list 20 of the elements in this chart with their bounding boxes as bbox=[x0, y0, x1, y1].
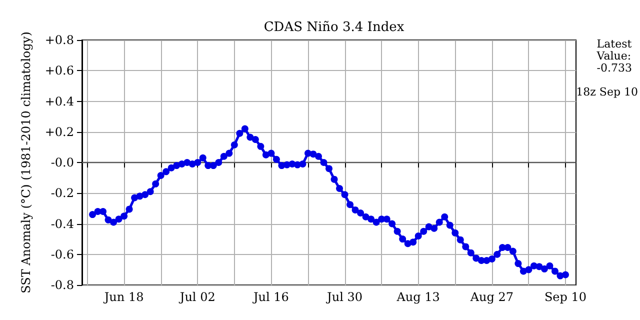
x-tick-label: Sep 10 bbox=[544, 290, 587, 304]
y-tick-label: -0.6 bbox=[50, 247, 74, 262]
y-tick-label: +0.6 bbox=[44, 64, 74, 78]
x-tick-label: Aug 13 bbox=[396, 290, 440, 304]
x-tick-label: Jun 18 bbox=[102, 290, 144, 304]
x-tick-label: Aug 27 bbox=[469, 290, 514, 304]
x-tick-label: Jul 02 bbox=[178, 290, 216, 304]
x-tick-label: Jul 16 bbox=[251, 290, 289, 304]
text: Latest Value: -0.733 bbox=[596, 38, 632, 74]
x-tick-label: Jul 30 bbox=[325, 290, 362, 304]
y-tick-label: -0.2 bbox=[50, 186, 74, 200]
y-tick-label: -0.8 bbox=[50, 278, 74, 292]
y-tick-label: +0.8 bbox=[44, 33, 74, 47]
y-tick-label: -0.0 bbox=[50, 156, 74, 170]
y-tick-label: +0.4 bbox=[44, 94, 74, 108]
y-tick-label: +0.2 bbox=[44, 124, 74, 139]
y-tick-label: -0.4 bbox=[50, 216, 74, 231]
annotation: 18z Sep 10 bbox=[576, 86, 638, 98]
y-axis-title: SST Anomaly (°C) (1981-2010 climatology) bbox=[19, 32, 33, 294]
chart-title: CDAS Niño 3.4 Index bbox=[264, 20, 405, 35]
